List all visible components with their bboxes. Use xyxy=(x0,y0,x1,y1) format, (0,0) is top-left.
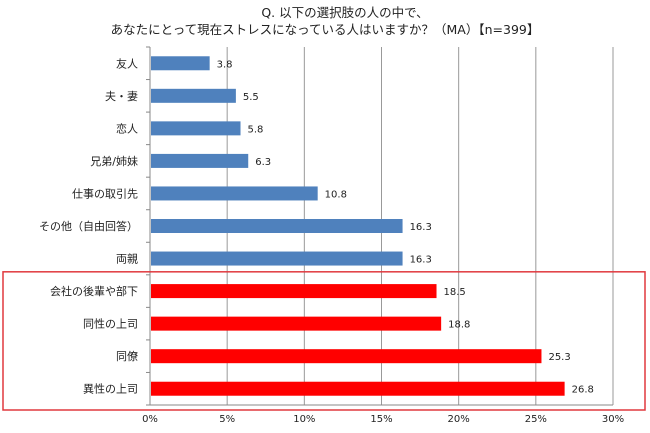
bar xyxy=(151,251,403,266)
category-label: 仕事の取引先 xyxy=(72,186,138,200)
data-label: 26.8 xyxy=(572,385,594,396)
data-label: 16.3 xyxy=(410,222,432,233)
bar xyxy=(151,56,210,71)
x-tick-label: 25% xyxy=(525,414,547,425)
data-label: 3.8 xyxy=(217,59,233,70)
data-label: 16.3 xyxy=(410,255,432,266)
data-label: 18.8 xyxy=(448,320,470,331)
x-tick-label: 10% xyxy=(293,414,315,425)
category-label: 異性の上司 xyxy=(83,382,138,396)
data-label: 10.8 xyxy=(325,189,347,200)
bar xyxy=(151,316,442,331)
highlight-box xyxy=(2,271,646,411)
category-label: 会社の後輩や部下 xyxy=(50,284,138,298)
data-label: 5.8 xyxy=(248,124,264,135)
data-label: 25.3 xyxy=(548,352,570,363)
bar xyxy=(151,121,241,136)
x-tick-label: 20% xyxy=(448,414,470,425)
data-label: 6.3 xyxy=(255,157,271,168)
category-label: 夫・妻 xyxy=(105,90,138,103)
bar xyxy=(151,381,565,396)
bar xyxy=(151,186,318,201)
category-label: その他（自由回答） xyxy=(39,219,138,233)
chart-title-line-2: あなたにとって現在ストレスになっている人はいますか？（MA）【n=399】 xyxy=(110,22,540,37)
data-label: 18.5 xyxy=(444,287,466,298)
category-label: 兄弟/姉妹 xyxy=(90,154,138,168)
bar xyxy=(151,153,249,168)
category-label: 友人 xyxy=(116,56,138,70)
x-tick-label: 15% xyxy=(370,414,392,425)
x-tick-label: 0% xyxy=(142,414,158,425)
bar xyxy=(151,284,437,299)
chart-title-line-1: Q. 以下の選択肢の人の中で、 xyxy=(261,5,429,20)
bar xyxy=(151,349,542,364)
category-label: 恋人 xyxy=(116,121,138,135)
data-label: 5.5 xyxy=(243,92,259,103)
bar xyxy=(151,88,236,103)
category-label: 同性の上司 xyxy=(83,317,138,331)
x-tick-label: 30% xyxy=(602,414,624,425)
category-label: 両親 xyxy=(116,253,138,266)
category-label: 同僚 xyxy=(116,350,138,363)
x-tick-label: 5% xyxy=(219,414,235,425)
bar xyxy=(151,219,403,233)
